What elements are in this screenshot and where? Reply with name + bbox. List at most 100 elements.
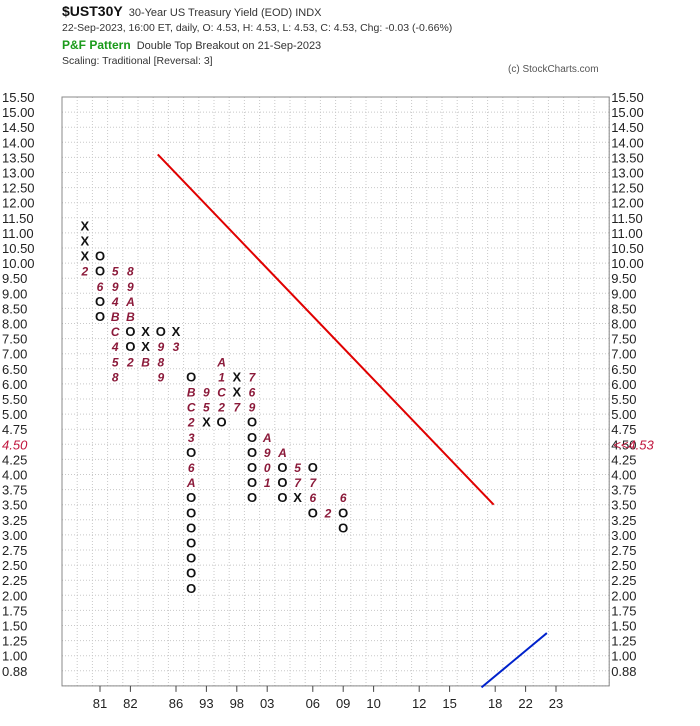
pf-o-box: O: [95, 249, 105, 264]
x-tick: 22: [518, 696, 532, 711]
x-tick: 81: [93, 696, 107, 711]
pf-x-box: X: [80, 233, 89, 248]
x-tick: 09: [336, 696, 350, 711]
y-tick-right: 4.75: [611, 422, 636, 437]
pf-o-box: O: [186, 520, 196, 535]
y-tick-left: 15.00: [2, 105, 35, 120]
pf-month-mark: 4: [111, 340, 119, 354]
pf-month-mark: B: [126, 310, 135, 324]
pf-o-box: O: [247, 445, 257, 460]
pf-x-box: X: [141, 339, 150, 354]
pf-month-mark: 9: [157, 370, 164, 384]
y-tick-right: 2.00: [611, 588, 636, 603]
y-tick-right: 7.50: [611, 332, 636, 347]
pf-o-box: O: [186, 551, 196, 566]
x-tick: 82: [123, 696, 137, 711]
y-tick-right: 1.00: [611, 649, 636, 664]
pf-o-box: O: [186, 566, 196, 581]
pf-month-mark: 0: [264, 461, 271, 475]
pf-month-mark: 5: [112, 265, 119, 279]
y-tick-right: 5.00: [611, 407, 636, 422]
pf-month-mark: 6: [340, 491, 347, 505]
pf-x-box: X: [232, 369, 241, 384]
pf-month-mark: 5: [294, 461, 301, 475]
pf-month-mark: 2: [187, 416, 195, 430]
y-tick-left: 12.50: [2, 181, 35, 196]
y-tick-right: 12.00: [611, 196, 644, 211]
pattern-line: P&F Pattern Double Top Breakout on 21-Sep…: [62, 38, 321, 52]
pf-o-box: O: [247, 415, 257, 430]
y-tick-left: 5.50: [2, 392, 27, 407]
y-tick-right: 10.50: [611, 241, 644, 256]
y-tick-left: 7.50: [2, 332, 27, 347]
y-tick-left: 10.50: [2, 241, 35, 256]
pf-month-mark: 9: [112, 280, 119, 294]
bullish-support-line: [480, 632, 548, 689]
y-tick-right: 7.00: [611, 347, 636, 362]
x-tick: 12: [412, 696, 426, 711]
x-tick: 10: [366, 696, 380, 711]
pf-month-mark: 7: [294, 476, 302, 490]
y-tick-left: 2.25: [2, 573, 27, 588]
chart-cells: XXX2OO6OO594BC45889ABOO2XXBO989X3OBC23O6…: [80, 218, 348, 595]
pf-o-box: O: [308, 505, 318, 520]
y-tick-left: 1.50: [2, 619, 27, 634]
y-tick-left: 5.00: [2, 407, 27, 422]
y-tick-right: 10.00: [611, 256, 644, 271]
pf-month-mark: 9: [203, 385, 210, 399]
pf-month-mark: 1: [264, 476, 271, 490]
pf-month-mark: 5: [203, 401, 210, 415]
pf-month-mark: B: [187, 385, 196, 399]
pf-x-box: X: [172, 324, 181, 339]
y-tick-left: 3.25: [2, 513, 27, 528]
x-tick: 18: [488, 696, 502, 711]
pf-o-box: O: [338, 520, 348, 535]
pf-month-mark: 7: [309, 476, 317, 490]
y-tick-left: 2.50: [2, 558, 27, 573]
pf-month-mark: 7: [249, 370, 257, 384]
y-tick-left: 3.50: [2, 498, 27, 513]
pf-x-box: X: [80, 218, 89, 233]
y-tick-right: 1.25: [611, 634, 636, 649]
x-tick: 86: [169, 696, 183, 711]
symbol-description: 30-Year US Treasury Yield (EOD) INDX: [128, 7, 322, 19]
scaling-info: Scaling: Traditional [Reversal: 3]: [62, 55, 213, 67]
pf-o-box: O: [277, 460, 287, 475]
pf-o-box: O: [186, 581, 196, 596]
pf-month-mark: C: [217, 385, 226, 399]
trend-lines: [157, 153, 548, 689]
pf-month-mark: 9: [157, 340, 164, 354]
y-tick-right: 2.25: [611, 573, 636, 588]
y-tick-left: 1.00: [2, 649, 27, 664]
y-tick-left: 4.25: [2, 452, 27, 467]
pf-month-mark: 9: [249, 401, 256, 415]
y-tick-left: 7.00: [2, 347, 27, 362]
pf-month-mark: 6: [97, 280, 104, 294]
y-tick-right: 8.00: [611, 317, 636, 332]
y-tick-right: 3.50: [611, 498, 636, 513]
y-tick-left: 1.75: [2, 603, 27, 618]
pf-o-box: O: [186, 490, 196, 505]
pf-month-mark: 2: [217, 401, 225, 415]
x-tick: 03: [260, 696, 274, 711]
pf-o-box: O: [277, 475, 287, 490]
y-tick-right: 1.50: [611, 619, 636, 634]
plot-border: [61, 96, 610, 687]
pf-x-box: X: [293, 490, 302, 505]
pf-month-mark: 9: [127, 280, 134, 294]
x-tick: 15: [442, 696, 456, 711]
pf-o-box: O: [186, 445, 196, 460]
y-tick-left: 9.00: [2, 286, 27, 301]
pf-o-box: O: [186, 535, 196, 550]
y-tick-right: 4.50: [611, 437, 636, 452]
pf-o-box: O: [95, 264, 105, 279]
pf-o-box: O: [95, 294, 105, 309]
y-tick-left: 8.50: [2, 301, 27, 316]
pf-o-box: O: [125, 324, 135, 339]
y-tick-right: 3.00: [611, 528, 636, 543]
pf-month-mark: 8: [157, 355, 164, 369]
y-tick-left: 15.50: [2, 90, 35, 105]
pf-x-box: X: [141, 324, 150, 339]
